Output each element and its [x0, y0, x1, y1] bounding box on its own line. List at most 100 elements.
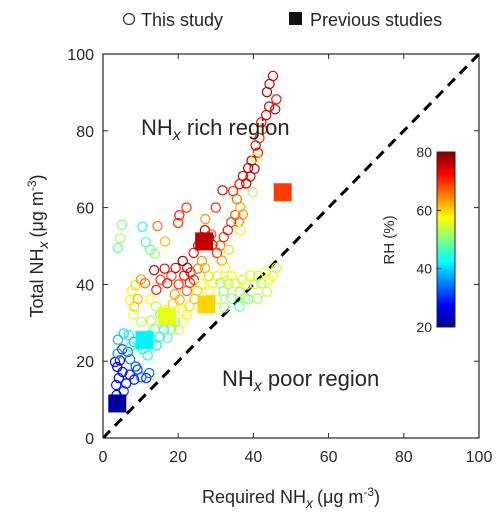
this-study-point [227, 185, 239, 197]
colorbar-gradient [436, 151, 456, 328]
legend-filled-square-marker [289, 12, 302, 25]
legend: This study Previous studies [122, 10, 442, 30]
colorbar-ticks: 20 40 60 80 [416, 144, 441, 335]
previous-studies-points [108, 183, 292, 413]
this-study-point [235, 225, 246, 236]
legend-this-study-label: This study [141, 10, 223, 30]
this-study-point [130, 361, 141, 372]
y-axis-label: Total NHx(μg m-3) [25, 174, 51, 317]
this-study-point [128, 309, 139, 320]
this-study-point [155, 274, 166, 285]
previous-study-point [157, 307, 176, 326]
this-study-point [223, 244, 234, 256]
this-study-point [230, 209, 241, 221]
this-study-point [203, 271, 215, 282]
this-study-point [112, 242, 124, 254]
this-study-point [170, 262, 181, 274]
this-study-point [130, 279, 141, 291]
x-axis-ticks: 0 20 40 60 80 100 [99, 54, 493, 466]
this-study-point [136, 316, 147, 328]
this-study-point [172, 217, 184, 229]
this-study-point [256, 124, 268, 135]
this-study-point [219, 262, 231, 274]
this-study-point [234, 286, 245, 298]
this-study-point [140, 236, 152, 248]
this-study-point [162, 278, 173, 289]
y-tick-label: 20 [76, 354, 94, 371]
this-study-point [200, 213, 211, 225]
this-study-point [152, 220, 163, 232]
y-tick-label: 100 [67, 47, 94, 64]
this-study-point [145, 315, 157, 326]
x-tick-label: 40 [245, 449, 263, 466]
poor-region-annotation: NHx poor region [222, 366, 379, 395]
previous-study-point [273, 183, 292, 202]
this-study-point [188, 247, 199, 259]
this-study-point [271, 262, 282, 274]
x-axis-label: Required NHx (μg m-3) [202, 485, 380, 511]
this-study-point [112, 348, 123, 359]
this-study-point [173, 279, 184, 290]
this-study-point [218, 285, 229, 297]
this-study-point [123, 329, 135, 341]
this-study-point [144, 367, 155, 379]
this-study-point [141, 372, 152, 384]
this-study-point [139, 278, 151, 289]
this-study-point [256, 117, 267, 128]
y-axis-ticks: 0 20 40 60 80 100 [67, 47, 479, 448]
x-tick-label: 60 [320, 449, 338, 466]
rich-region-annotation: NHx rich region [141, 115, 290, 144]
this-study-point [249, 163, 260, 175]
this-study-point [136, 372, 147, 383]
this-study-point [261, 286, 273, 297]
previous-study-point [195, 232, 214, 251]
this-study-point [181, 202, 192, 213]
this-study-point [149, 248, 161, 259]
this-study-point [159, 263, 170, 274]
this-study-point [210, 202, 221, 213]
legend-open-circle-marker [122, 12, 136, 26]
this-study-point [217, 185, 228, 196]
this-study-point [145, 294, 156, 305]
this-study-point [159, 236, 171, 247]
x-tick-label: 20 [169, 449, 187, 466]
y-tick-label: 40 [76, 277, 94, 294]
this-study-point [211, 270, 223, 282]
this-study-point [117, 366, 128, 378]
this-study-point [114, 355, 126, 366]
this-study-point [252, 147, 264, 158]
this-study-points [109, 70, 282, 407]
this-study-point [221, 275, 233, 286]
x-tick-label: 0 [99, 449, 108, 466]
this-study-point [267, 70, 279, 82]
previous-study-point [135, 331, 154, 350]
x-tick-label: 80 [395, 449, 413, 466]
one-to-one-reference-line [103, 54, 479, 438]
this-study-point [112, 334, 124, 345]
previous-study-point [197, 295, 216, 314]
colorbar-tick-label: 20 [416, 319, 432, 335]
y-tick-label: 80 [76, 124, 94, 141]
this-study-point [177, 316, 188, 327]
this-study-point [129, 374, 140, 385]
this-study-point [126, 285, 137, 297]
this-study-point [241, 279, 252, 290]
this-study-point [271, 94, 282, 105]
colorbar-tick-label: 80 [416, 144, 432, 160]
this-study-point [199, 262, 211, 274]
this-study-point [263, 101, 275, 112]
x-tick-label: 100 [466, 449, 493, 466]
this-study-point [239, 292, 251, 304]
colorbar-tick-label: 60 [416, 202, 432, 218]
this-study-point [116, 219, 128, 231]
this-study-point [137, 221, 148, 232]
this-study-point [234, 301, 245, 312]
this-study-point [115, 233, 126, 244]
y-tick-label: 0 [85, 431, 94, 448]
this-study-point [113, 372, 124, 384]
this-study-point [270, 104, 281, 115]
this-study-point [174, 294, 185, 305]
previous-study-point [108, 394, 127, 413]
this-study-point [247, 187, 258, 198]
